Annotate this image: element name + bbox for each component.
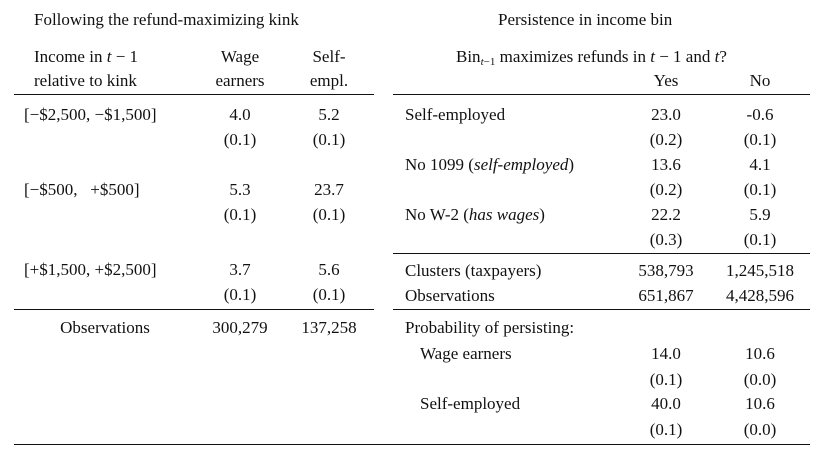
right-question-header: Bint−1 maximizes refunds in t − 1 and t? (456, 47, 727, 68)
left-panel-title: Following the refund-maximizing kink (34, 10, 299, 29)
left-col3-header-line1: Self- (312, 47, 346, 66)
probability-label: Probability of persisting: (405, 318, 575, 337)
no-se: (0.0) (743, 370, 777, 389)
yes-se: (0.2) (649, 180, 683, 199)
wage-se: (0.1) (223, 285, 257, 304)
no-se: (0.0) (743, 420, 777, 439)
no-se: (0.1) (743, 180, 777, 199)
question-bin: Bin (456, 47, 481, 66)
left-obs-rule (14, 309, 374, 310)
right-probability-rule (393, 309, 810, 310)
yes-value: 23.0 (651, 105, 681, 124)
row-label: No W-2 (has wages) (405, 205, 545, 224)
yes-se: (0.3) (649, 230, 683, 249)
no-se: (0.1) (743, 230, 777, 249)
no-header: No (749, 71, 771, 90)
self-observations: 137,258 (301, 318, 357, 337)
no-se: (0.1) (743, 130, 777, 149)
self-value: 5.2 (318, 105, 340, 124)
clusters-label: Clusters (taxpayers) (405, 261, 542, 280)
right-panel-title: Persistence in income bin (498, 10, 673, 29)
row-label: No 1099 (self-employed) (405, 155, 575, 174)
self-value: 5.6 (318, 260, 340, 279)
no-value: -0.6 (746, 105, 774, 124)
no-value: 5.9 (749, 205, 771, 224)
row-label: Self-employed (420, 394, 521, 413)
wage-value: 4.0 (229, 105, 251, 124)
self-se: (0.1) (312, 205, 346, 224)
observations-label: Observations (60, 318, 150, 337)
question-subscript: t−1 (480, 56, 496, 68)
clusters-yes: 538,793 (638, 261, 694, 280)
yes-value: 40.0 (651, 394, 681, 413)
left-col1-header-line1: Income in t − 1 (34, 47, 139, 66)
observations-label: Observations (405, 286, 495, 305)
wage-observations: 300,279 (212, 318, 268, 337)
left-col1-header-line2: relative to kink (34, 71, 137, 90)
observations-no: 4,428,596 (726, 286, 794, 305)
clusters-no: 1,245,518 (726, 261, 794, 280)
left-col2-header-line2: earners (215, 71, 265, 90)
right-clusters-rule (393, 253, 810, 254)
yes-se: (0.1) (649, 370, 683, 389)
left-col3-header-line2: empl. (309, 71, 349, 90)
self-value: 23.7 (314, 180, 344, 199)
yes-se: (0.2) (649, 130, 683, 149)
wage-se: (0.1) (223, 130, 257, 149)
self-se: (0.1) (312, 285, 346, 304)
left-col2-header-line1: Wage (220, 47, 260, 66)
wage-se: (0.1) (223, 205, 257, 224)
self-se: (0.1) (312, 130, 346, 149)
no-value: 4.1 (749, 155, 771, 174)
bottom-rule (14, 444, 810, 445)
row-label: [−$500, +$500] (24, 180, 140, 199)
no-value: 10.6 (745, 344, 775, 363)
no-value: 10.6 (745, 394, 775, 413)
yes-se: (0.1) (649, 420, 683, 439)
yes-header: Yes (653, 71, 679, 90)
row-label: [+$1,500, +$2,500] (24, 260, 157, 279)
observations-yes: 651,867 (638, 286, 694, 305)
yes-value: 14.0 (651, 344, 681, 363)
row-label: [−$2,500, −$1,500] (24, 105, 157, 124)
row-label: Wage earners (420, 344, 512, 363)
wage-value: 5.3 (229, 180, 251, 199)
row-label: Self-employed (405, 105, 506, 124)
yes-value: 13.6 (651, 155, 681, 174)
yes-value: 22.2 (651, 205, 681, 224)
left-header-rule (14, 94, 374, 95)
right-header-rule (393, 94, 810, 95)
wage-value: 3.7 (229, 260, 251, 279)
